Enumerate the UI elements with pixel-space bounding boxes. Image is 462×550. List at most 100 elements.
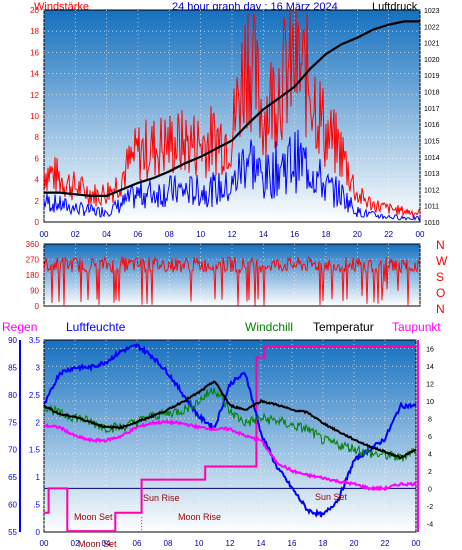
pressure-y-ticks: 1010 1011 1012 1013 1014 1015 1016 1017 1018 1019…	[424, 8, 440, 227]
wind-direction-chart: 0 90 180 270 360	[26, 240, 421, 310]
temp-tick-label: 12	[426, 382, 434, 389]
x-tick-label: 14	[257, 539, 266, 548]
pressure-tick-label: 1016	[424, 122, 440, 129]
x-tick-label: 18	[322, 230, 331, 239]
annotation-moon-set: Moon Set	[74, 512, 113, 522]
pressure-tick-label: 1023	[424, 8, 440, 15]
humidity-tick-label: 80	[8, 391, 17, 400]
temp-tick-label: 6	[428, 434, 432, 441]
compass-n-top: N	[436, 238, 445, 252]
temperature-series	[43, 380, 417, 460]
legend-luftfeuchte: Luftfeuchte	[66, 320, 126, 334]
direction-y-ticks: 0 90 180 270 360	[26, 240, 40, 310]
humidity-tick-label: 70	[8, 446, 17, 455]
annotation-sun-set: Sun Set	[315, 492, 348, 502]
luftfeuchte-line	[43, 343, 417, 518]
pressure-tick-label: 1017	[424, 106, 440, 113]
x-tick-label: 16	[290, 230, 299, 239]
temp-tick-label: 4	[428, 451, 432, 458]
pressure-tick-label: 1022	[424, 24, 440, 31]
direction-tick-label: 180	[26, 271, 40, 280]
legend-taupunkt: Taupunkt	[392, 320, 441, 334]
compass-s: S	[436, 270, 445, 284]
x-tick-label: 22	[381, 539, 390, 548]
pressure-tick-label: 1010	[424, 220, 440, 227]
wind-gust-line	[43, 9, 421, 219]
x-tick-label: 12	[228, 230, 237, 239]
pressure-tick-label: 1019	[424, 73, 440, 80]
rain-tick-label: 0	[36, 528, 41, 537]
pressure-tick-label: 1015	[424, 138, 440, 145]
rain-tick-label: 2	[36, 418, 41, 427]
wind-tick-label: 16	[30, 48, 39, 57]
direction-series	[43, 255, 421, 307]
x-tick-label: 06	[134, 230, 143, 239]
annotation-sun-rise: Sun Rise	[143, 493, 180, 503]
humidity-series	[43, 343, 417, 518]
humidity-tick-label: 90	[8, 336, 17, 345]
x-tick-label: 04	[102, 539, 111, 548]
wind-tick-label: 14	[30, 70, 39, 79]
x-tick-label: 14	[259, 230, 268, 239]
rain-tick-label: .5	[33, 501, 40, 510]
legend-temperatur: Temperatur	[313, 320, 374, 334]
x-tick-label: 06	[133, 539, 142, 548]
rain-tick-label: 1	[36, 473, 41, 482]
temp-tick-label: 14	[426, 364, 434, 371]
wind-tick-label: 18	[30, 27, 39, 36]
rain-tick-label: 1.5	[29, 446, 41, 455]
wind-tick-label: 4	[35, 176, 40, 185]
wind-tick-label: 0	[35, 218, 40, 227]
x-tick-label: 00	[412, 539, 421, 548]
compass-o: O	[436, 286, 446, 300]
x-tick-label: 22	[384, 230, 393, 239]
x-tick-label: 10	[195, 539, 204, 548]
sun-moon-series	[44, 345, 416, 533]
pressure-tick-label: 1012	[424, 187, 440, 194]
compass-w: W	[436, 254, 448, 268]
wind-y-ticks: 0 2 4 6 8 10 12 14 16 18 20	[30, 6, 39, 227]
x-tick-label: 02	[71, 230, 80, 239]
x-tick-label: 02	[71, 539, 80, 548]
temp-tick-label: 10	[426, 399, 434, 406]
direction-tick-label: 270	[26, 256, 40, 265]
pressure-tick-label: 1018	[424, 90, 440, 97]
wind-tick-label: 6	[35, 154, 40, 163]
wind-tick-label: 2	[35, 197, 40, 206]
annotation-moon-rise: Moon Rise	[178, 512, 222, 522]
humidity-tick-label: 85	[8, 363, 17, 372]
temperature-axes: 55606570758085900.511.522.533.5-4-202468…	[8, 336, 434, 548]
direction-line	[43, 255, 421, 307]
humidity-tick-label: 60	[8, 501, 17, 510]
rain-tick-label: 2.5	[29, 391, 41, 400]
dewpoint-series	[43, 418, 417, 492]
x-tick-label: 16	[288, 539, 297, 548]
wind-average-series	[43, 129, 421, 222]
legend-windchill: Windchill	[245, 320, 294, 334]
rain-tick-label: 3.5	[29, 336, 41, 345]
taupunkt-line	[43, 418, 417, 492]
wind-tick-label: 20	[30, 6, 39, 15]
x-tick-label: 08	[164, 539, 173, 548]
humidity-tick-label: 55	[8, 528, 17, 537]
temp-tick-label: 0	[428, 486, 432, 493]
windchill-series	[43, 387, 417, 462]
wind-gust-series	[43, 9, 421, 219]
x-tick-label: 00	[40, 539, 49, 548]
x-tick-label: 00	[40, 230, 49, 239]
humidity-tick-label: 75	[8, 418, 17, 427]
x-tick-label: 10	[196, 230, 205, 239]
windchill-line	[43, 387, 417, 462]
direction-tick-label: 0	[35, 302, 40, 310]
pressure-tick-label: 1021	[424, 41, 440, 48]
temp-tick-label: 16	[426, 347, 434, 354]
x-tick-label: 20	[350, 539, 359, 548]
direction-grid	[43, 244, 421, 306]
pressure-tick-label: 1014	[424, 155, 440, 162]
pressure-tick-label: 1013	[424, 171, 440, 178]
temp-tick-label: 8	[428, 417, 432, 424]
pressure-line	[44, 20, 420, 197]
temperatur-line	[43, 380, 417, 460]
pressure-tick-label: 1020	[424, 57, 440, 64]
